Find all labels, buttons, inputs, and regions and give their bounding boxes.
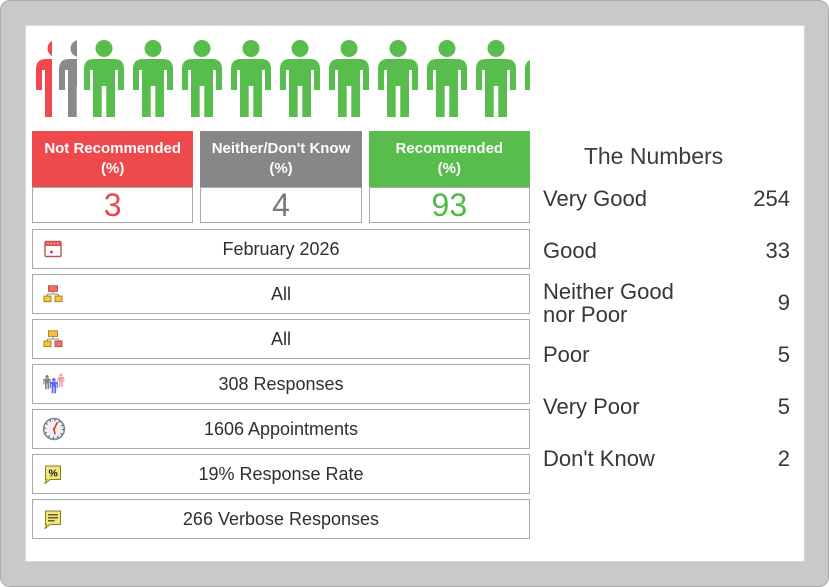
numbers-item-label: Very Good [543,186,647,212]
numbers-item-label: Poor [543,342,590,368]
score-label: Not Recommended [44,139,181,157]
score-header: Not Recommended (%) [32,131,194,187]
recommendation-pictogram [34,40,535,118]
people-group-icon [42,373,66,396]
row-org-level-1[interactable]: All [32,274,530,314]
row-text: 19% Response Rate [198,463,364,484]
person-icon [180,40,224,118]
person-pictogram-recommended [131,40,175,118]
person-pictogram-recommended [327,40,371,118]
numbers-item: Don't Know 2 [543,446,790,472]
numbers-item-value: 5 [777,342,790,367]
score-value: 3 [32,187,194,223]
person-icon [474,40,518,118]
person-icon [82,40,126,118]
person-icon [229,40,273,118]
row-responses[interactable]: 308 Responses [32,364,530,404]
person-pictogram-not-recommended [34,40,52,118]
numbers-item-value: 9 [777,290,790,316]
person-icon [278,40,322,118]
score-label: Recommended [395,139,504,157]
numbers-item-value: 5 [777,394,790,419]
score-value: 4 [200,187,362,223]
person-icon [131,40,175,118]
org-chart-parent-icon [42,283,64,305]
row-response-rate[interactable]: % 19% Response Rate [32,454,530,494]
score-header: Recommended (%) [368,131,530,187]
row-text: 308 Responses [218,373,344,394]
score-box-neither: Neither/Don't Know (%) 4 [200,131,362,223]
numbers-item-label: Very Poor [543,394,640,420]
numbers-item-label: Don't Know [543,446,655,472]
person-pictogram-recommended [82,40,126,118]
person-pictogram-recommended [474,40,518,118]
percent-bubble-icon: % [42,463,64,485]
row-org-level-2[interactable]: All [32,319,530,359]
comment-lines-icon [42,508,64,530]
org-chart-child-icon [42,328,64,350]
person-icon [523,40,530,118]
row-reporting-period[interactable]: February 2026 [32,229,530,269]
numbers-item-value: 33 [765,238,790,263]
score-box-not-recommended: Not Recommended (%) 3 [32,131,194,223]
row-verbose-responses[interactable]: 266 Verbose Responses [32,499,530,539]
numbers-item: Very Good 254 [543,186,790,212]
numbers-item: Poor 5 [543,342,790,368]
score-value: 93 [368,187,530,223]
numbers-panel-title: The Numbers [583,143,724,169]
person-icon [376,40,420,118]
score-label-unit: (%) [437,160,461,177]
person-pictogram-recommended [523,40,530,118]
person-pictogram-recommended [180,40,224,118]
score-label: Neither/Don't Know [211,139,351,157]
score-boxes: Not Recommended (%) 3 Neither/Don't Know… [32,131,530,223]
row-text: All [270,328,291,349]
row-text: All [270,283,291,304]
numbers-item-value: 254 [753,186,790,211]
row-text: February 2026 [222,238,340,259]
numbers-item-value: 2 [777,446,790,471]
person-pictogram-recommended [376,40,420,118]
person-icon [425,40,469,118]
numbers-item-label: Neither Good nor Poor [543,279,674,328]
numbers-item: Good 33 [543,238,790,264]
person-pictogram-neither-dont-know [57,40,77,118]
row-text: 266 Verbose Responses [182,508,380,529]
person-icon [34,40,52,118]
person-icon [57,40,77,118]
score-label-unit: (%) [269,160,293,177]
report-panel: Not Recommended (%) 3 Neither/Don't Know… [25,25,805,562]
numbers-item: Very Poor 5 [543,394,790,420]
score-header: Neither/Don't Know (%) [200,131,362,187]
row-text: 1606 Appointments [203,418,359,439]
score-label-unit: (%) [101,160,125,177]
person-pictogram-recommended [278,40,322,118]
row-appointments[interactable]: 1606 Appointments [32,409,530,449]
score-box-recommended: Recommended (%) 93 [368,131,530,223]
calendar-icon [42,238,64,260]
person-icon [327,40,371,118]
svg-text:%: % [49,468,59,480]
clock-icon [42,417,66,441]
person-pictogram-recommended [229,40,273,118]
filter-info-rows: February 2026 All [32,229,530,544]
numbers-item: Neither Good nor Poor 9 [543,280,790,326]
numbers-item-label: Good [543,238,597,264]
person-pictogram-recommended [425,40,469,118]
numbers-list: Very Good 254 Good 33 Neither Good nor Poor 9… [543,26,790,563]
